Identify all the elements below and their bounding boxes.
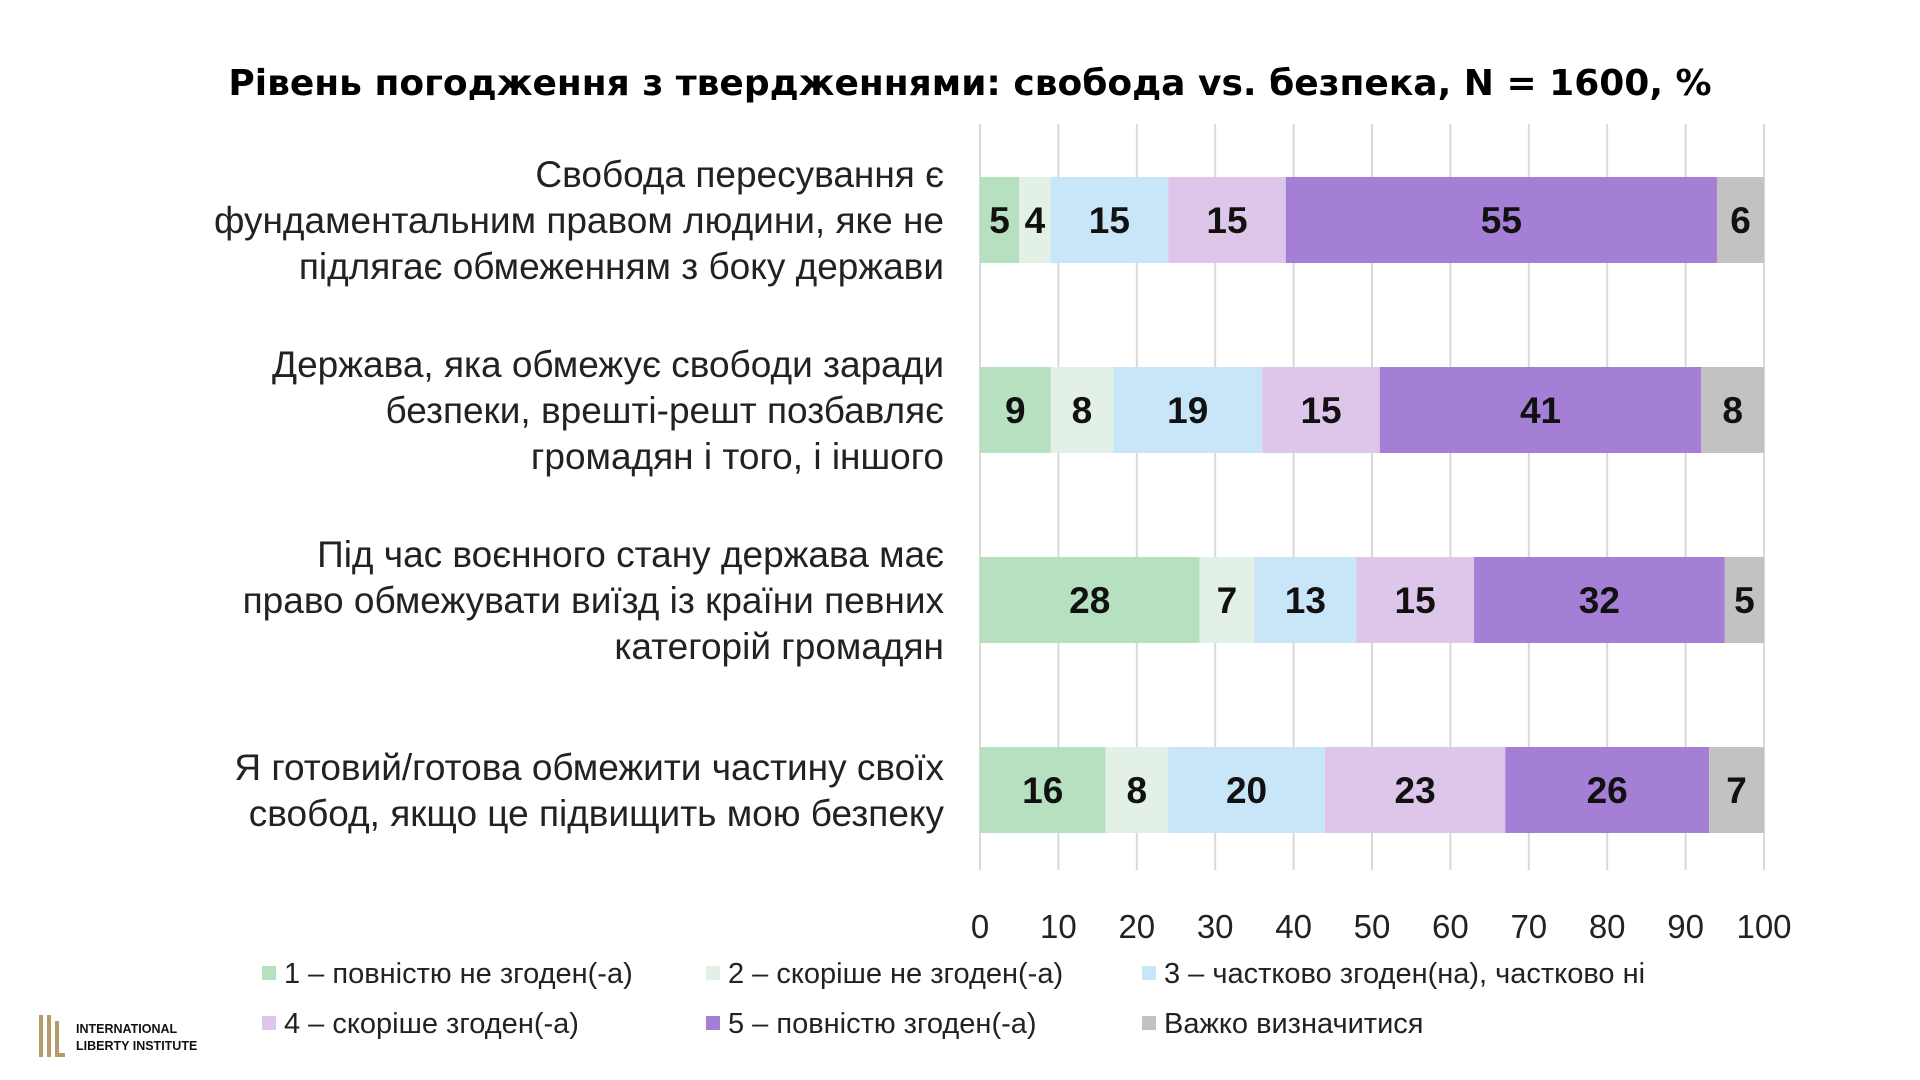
legend-label: Важко визначитися [1164, 1008, 1423, 1040]
category-label-line: громадян і того, і іншого [531, 436, 944, 477]
category-label-line: категорій громадян [614, 626, 944, 667]
category-label-line: Під час воєнного стану держава має [317, 534, 944, 575]
x-tick-label: 90 [1667, 908, 1704, 945]
x-tick-label: 70 [1510, 908, 1547, 945]
category-label-line: Я готовий/готова обмежити частину своїх [234, 747, 944, 788]
data-label: 4 [1025, 200, 1046, 241]
bar-segment [1050, 367, 1114, 453]
logo-text-line2: LIBERTY INSTITUTE [76, 1039, 197, 1053]
legend-swatch [706, 1016, 720, 1030]
bar-segment [980, 177, 1020, 263]
bar-segment [1019, 177, 1051, 263]
bar-segment [1168, 747, 1325, 833]
x-tick-label: 80 [1589, 908, 1626, 945]
bar-segment [1473, 557, 1725, 643]
data-label: 55 [1481, 200, 1522, 241]
x-axis-ticks: 0 10 20 30 40 50 60 70 80 90 100 [971, 908, 1792, 945]
bar-segment [1356, 557, 1474, 643]
data-label: 20 [1226, 770, 1267, 811]
bar-segment [1105, 747, 1169, 833]
chart-title: Рівень погодження з твердженнями: свобод… [228, 63, 1711, 104]
data-label: 15 [1089, 200, 1130, 241]
x-tick-label: 30 [1197, 908, 1234, 945]
legend-swatch [706, 966, 720, 980]
bars: 5 4 15 15 55 69 8 19 15 41 828 7 13 15 32 516 8 20 23 26 7 [980, 177, 1764, 833]
x-tick-label: 60 [1432, 908, 1469, 945]
x-tick-label: 50 [1354, 908, 1391, 945]
legend-label: 2 – скоріше не згоден(-а) [728, 958, 1063, 990]
x-tick-label: 40 [1275, 908, 1312, 945]
x-tick-label: 10 [1040, 908, 1077, 945]
category-label-line: Держава, яка обмежує свободи заради [272, 344, 944, 385]
institute-logo: INTERNATIONAL LIBERTY INSTITUTE [39, 1015, 197, 1057]
category-label-line: Свобода пересування є [535, 154, 944, 195]
legend-label: 3 – частково згоден(на), частково ні [1164, 958, 1645, 990]
category-label-line: підлягає обмеженням з боку держави [299, 246, 944, 287]
data-label: 5 [989, 200, 1010, 241]
data-label: 15 [1206, 200, 1247, 241]
legend-swatch [262, 966, 276, 980]
bar-segment [980, 557, 1200, 643]
legend: 1 – повністю не згоден(-а) 2 – скоріше не… [262, 958, 1645, 1040]
logo-mark-bar-2 [47, 1015, 51, 1057]
category-label-line: безпеки, врешті-решт позбавляє [385, 390, 944, 431]
bar-segment [1050, 177, 1169, 263]
data-label: 15 [1395, 580, 1436, 621]
bar-segment [1262, 367, 1380, 453]
x-tick-label: 100 [1736, 908, 1791, 945]
data-label: 32 [1579, 580, 1620, 621]
data-label: 16 [1022, 770, 1063, 811]
category-label-line: фундаментальним правом людини, яке не [214, 200, 944, 241]
data-label: 19 [1167, 390, 1208, 431]
bar-segment [1701, 367, 1764, 453]
data-label: 13 [1285, 580, 1326, 621]
data-label: 15 [1300, 390, 1341, 431]
bar-segment [1324, 747, 1506, 833]
bar-segment [1285, 177, 1717, 263]
legend-swatch [1142, 1016, 1156, 1030]
legend-label: 4 – скоріше згоден(-а) [284, 1008, 579, 1040]
bar-segment [1113, 367, 1263, 453]
bar-segment [1199, 557, 1255, 643]
data-label: 23 [1395, 770, 1436, 811]
bar-segment [1709, 747, 1764, 833]
logo-text-line1: INTERNATIONAL [76, 1022, 178, 1036]
data-label: 5 [1734, 580, 1755, 621]
data-label: 9 [1005, 390, 1026, 431]
data-label: 41 [1520, 390, 1561, 431]
data-label: 28 [1069, 580, 1110, 621]
bar-segment [980, 367, 1051, 453]
data-label: 8 [1072, 390, 1093, 431]
bar-segment [980, 747, 1106, 833]
legend-label: 1 – повністю не згоден(-а) [284, 958, 633, 990]
data-label: 7 [1217, 580, 1238, 621]
logo-mark-bar-1 [39, 1015, 43, 1057]
legend-label: 5 – повністю згоден(-а) [728, 1008, 1037, 1040]
x-tick-label: 20 [1118, 908, 1155, 945]
x-tick-label: 0 [971, 908, 989, 945]
data-label: 8 [1722, 390, 1743, 431]
bar-segment [1505, 747, 1710, 833]
bar-segment [1724, 557, 1764, 643]
legend-swatch [1142, 966, 1156, 980]
data-label: 6 [1730, 200, 1751, 241]
data-label: 7 [1726, 770, 1747, 811]
category-label-line: право обмежувати виїзд із країни певних [243, 580, 945, 621]
logo-mark-bar-3 [55, 1021, 59, 1057]
bar-segment [1254, 557, 1357, 643]
category-labels: Свобода пересування є фундаментальним пра… [214, 154, 945, 834]
bar-segment [1379, 367, 1702, 453]
logo-mark-base [55, 1053, 65, 1057]
data-label: 26 [1587, 770, 1628, 811]
data-label: 8 [1127, 770, 1148, 811]
legend-swatch [262, 1016, 276, 1030]
bar-segment [1716, 177, 1764, 263]
bar-segment [1168, 177, 1286, 263]
category-label-line: свобод, якщо це підвищить мою безпеку [249, 793, 945, 834]
